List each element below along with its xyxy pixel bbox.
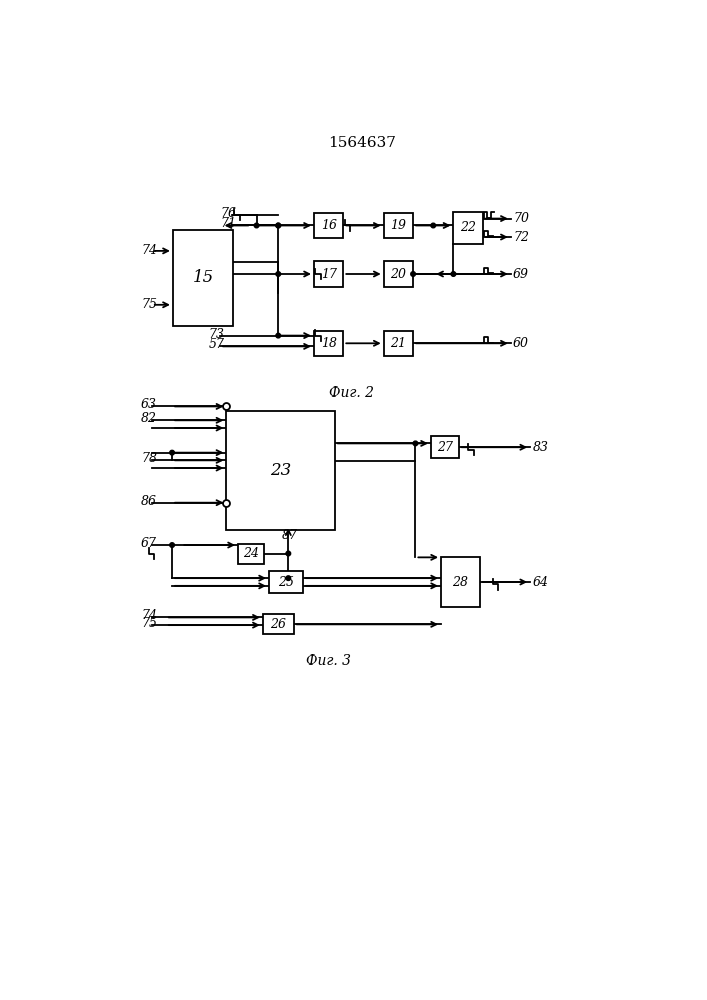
Text: Фиг. 3: Фиг. 3 <box>306 654 351 668</box>
Circle shape <box>170 543 175 547</box>
Bar <box>238 544 264 564</box>
Circle shape <box>431 223 436 228</box>
Text: 82: 82 <box>141 412 157 425</box>
Bar <box>384 331 413 356</box>
Circle shape <box>276 223 281 228</box>
Circle shape <box>411 272 416 276</box>
Text: 17: 17 <box>321 267 337 280</box>
Text: Фиг. 2: Фиг. 2 <box>329 386 375 400</box>
Bar <box>173 230 233 326</box>
Text: 87: 87 <box>282 529 298 542</box>
Text: 63: 63 <box>141 398 157 411</box>
Text: 75: 75 <box>141 617 157 630</box>
Circle shape <box>276 223 281 228</box>
Circle shape <box>276 272 281 276</box>
Text: 19: 19 <box>390 219 407 232</box>
Text: 60: 60 <box>513 337 529 350</box>
Text: 28: 28 <box>452 576 468 588</box>
Text: 74: 74 <box>141 244 157 257</box>
Text: 74: 74 <box>141 609 157 622</box>
Text: 71: 71 <box>220 217 236 230</box>
Text: 70: 70 <box>513 212 529 225</box>
Text: 75: 75 <box>141 298 157 311</box>
Bar <box>263 614 293 634</box>
Circle shape <box>255 223 259 228</box>
Circle shape <box>451 272 456 276</box>
Text: 15: 15 <box>192 269 214 286</box>
Text: 72: 72 <box>513 231 529 244</box>
Text: 22: 22 <box>460 221 476 234</box>
Text: 76: 76 <box>220 207 236 220</box>
Text: 20: 20 <box>390 267 407 280</box>
Bar <box>226 411 335 530</box>
Text: 24: 24 <box>243 547 259 560</box>
Bar <box>431 436 459 458</box>
Text: 86: 86 <box>141 495 157 508</box>
Bar <box>314 331 344 356</box>
Text: 1564637: 1564637 <box>328 136 396 150</box>
Circle shape <box>413 441 418 446</box>
Text: 64: 64 <box>532 576 549 588</box>
Text: 16: 16 <box>321 219 337 232</box>
Text: 67: 67 <box>141 537 157 550</box>
Circle shape <box>286 576 291 580</box>
Bar <box>269 571 303 593</box>
Text: 57: 57 <box>209 338 225 351</box>
Text: 27: 27 <box>437 441 453 454</box>
Text: 21: 21 <box>390 337 407 350</box>
Bar <box>453 212 483 244</box>
Circle shape <box>276 333 281 338</box>
Text: 25: 25 <box>278 576 294 588</box>
Text: 26: 26 <box>270 618 286 631</box>
Bar <box>384 261 413 287</box>
Bar <box>384 213 413 238</box>
Text: 78: 78 <box>141 452 157 465</box>
Bar <box>441 557 480 607</box>
Circle shape <box>170 450 175 455</box>
Circle shape <box>286 551 291 556</box>
Text: 83: 83 <box>532 441 549 454</box>
Text: 69: 69 <box>513 267 529 280</box>
Bar <box>314 213 344 238</box>
Text: 18: 18 <box>321 337 337 350</box>
Text: 23: 23 <box>270 462 291 479</box>
Bar <box>314 261 344 287</box>
Text: 73: 73 <box>209 328 225 341</box>
